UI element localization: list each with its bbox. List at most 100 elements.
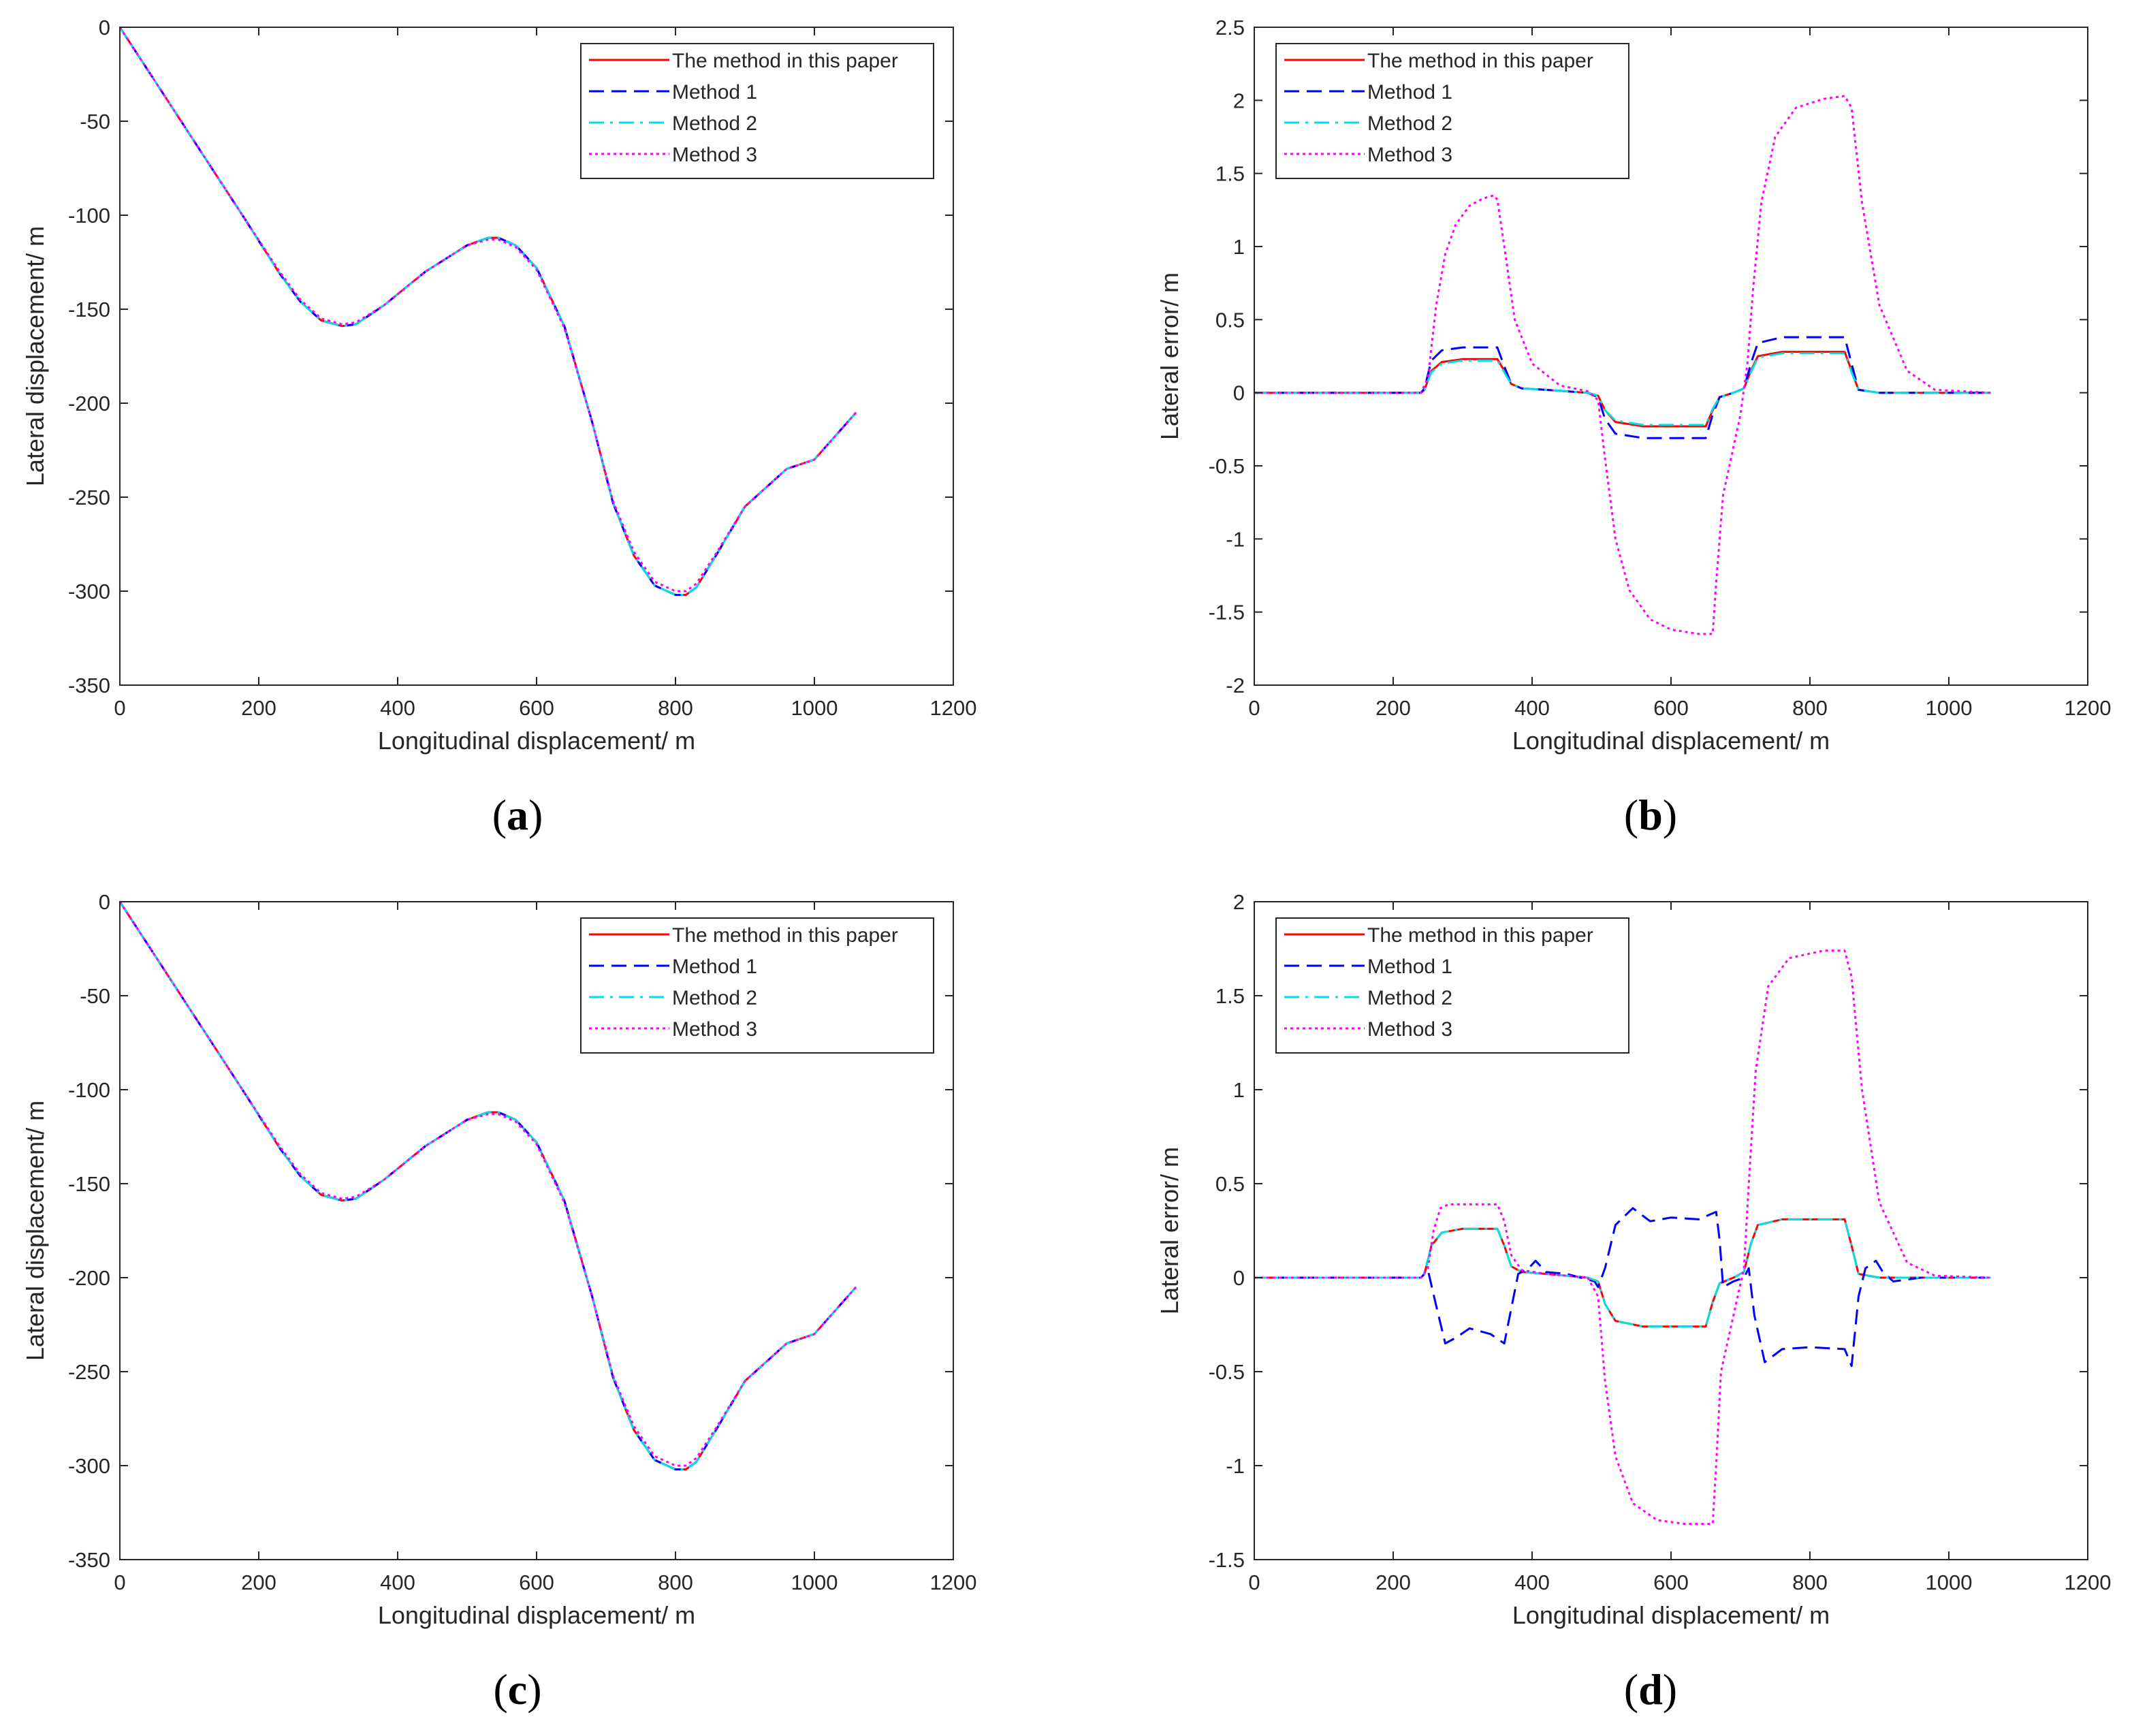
x-tick-label-a-0: 0: [114, 696, 125, 720]
x-tick-label-d-3: 600: [1653, 1571, 1689, 1594]
panel-label-d: (d): [1624, 1665, 1677, 1714]
y-tick-label-a-7: -350: [68, 674, 110, 697]
series-line-b-2: [1254, 352, 1991, 426]
y-tick-label-b-7: -1: [1226, 527, 1245, 551]
legend-label-a-0: The method in this paper: [672, 50, 898, 72]
y-tick-label-a-0: 0: [99, 16, 110, 40]
y-tick-label-d-0: 2: [1233, 890, 1245, 914]
legend-b: The method in this paper Method 1 Method 2…: [1275, 43, 1629, 179]
legend-c: The method in this paper Method 1 Method 2…: [580, 917, 934, 1054]
series-line-d-2: [1254, 1218, 1991, 1328]
y-tick-label-d-4: 0: [1233, 1266, 1245, 1290]
x-tick-label-b-6: 1200: [2065, 696, 2112, 720]
x-tick-label-b-1: 200: [1375, 696, 1411, 720]
chart-a: 0 200 400 600 800 1000 1200 0 -50 -100 -150 -200 -25…: [21, 16, 976, 755]
series-line-d-1: [1254, 1207, 1991, 1368]
y-tick-label-b-9: -2: [1226, 674, 1245, 697]
y-tick-label-b-0: 2.5: [1215, 16, 1245, 40]
legend-box-c: [580, 917, 934, 1054]
series-group-c: [120, 902, 857, 1470]
y-tick-label-c-0: 0: [99, 890, 110, 914]
series-group-d: [1254, 949, 1991, 1526]
legend-d: The method in this paper Method 1 Method 2…: [1275, 917, 1629, 1054]
x-tick-label-c-5: 1000: [791, 1571, 838, 1594]
y-tick-label-b-8: -1.5: [1209, 601, 1245, 625]
y-tick-label-b-4: 0.5: [1215, 308, 1245, 332]
series-group-b: [1254, 95, 1991, 635]
y-tick-label-c-1: -50: [80, 984, 110, 1008]
x-tick-label-b-0: 0: [1248, 696, 1260, 720]
legend-label-d-1: Method 1: [1367, 956, 1452, 978]
y-axis-label-c: Lateral displacement/ m: [21, 1101, 49, 1361]
series-line-b-0: [1254, 351, 1991, 428]
x-tick-label-c-1: 200: [241, 1571, 276, 1594]
y-tick-label-d-5: -0.5: [1209, 1360, 1245, 1384]
series-line-a-2: [120, 27, 857, 596]
x-tick-label-d-2: 400: [1514, 1571, 1550, 1594]
x-tick-label-d-4: 800: [1792, 1571, 1828, 1594]
x-tick-label-c-4: 800: [658, 1571, 693, 1594]
chart-c: 0 200 400 600 800 1000 1200 0 -50 -100 -150 -200 -25…: [21, 890, 976, 1629]
x-tick-label-c-6: 1200: [930, 1571, 977, 1594]
x-tick-label-b-4: 800: [1792, 696, 1828, 720]
legend-label-a-2: Method 2: [672, 112, 757, 135]
x-tick-label-d-1: 200: [1375, 1571, 1411, 1594]
legend-box-d: [1275, 917, 1629, 1054]
legend-label-c-2: Method 2: [672, 987, 757, 1009]
x-tick-label-a-3: 600: [519, 696, 554, 720]
x-tick-label-b-5: 1000: [1926, 696, 1973, 720]
x-axis-label-c: Longitudinal displacement/ m: [378, 1601, 695, 1629]
y-tick-label-c-2: -100: [68, 1078, 110, 1102]
x-tick-label-c-3: 600: [519, 1571, 554, 1594]
y-tick-label-d-1: 1.5: [1215, 984, 1245, 1008]
y-axis-label-a: Lateral displacement/ m: [21, 226, 49, 486]
y-tick-label-c-4: -200: [68, 1266, 110, 1290]
y-tick-label-d-2: 1: [1233, 1078, 1245, 1102]
panel-label-c: (c): [493, 1665, 541, 1714]
y-tick-label-c-5: -250: [68, 1360, 110, 1384]
x-axis-label-b: Longitudinal displacement/ m: [1512, 727, 1830, 755]
y-tick-label-b-6: -0.5: [1209, 454, 1245, 478]
y-tick-label-d-6: -1: [1226, 1454, 1245, 1478]
legend-label-d-0: The method in this paper: [1367, 924, 1593, 947]
y-tick-label-a-6: -300: [68, 580, 110, 603]
legend-box-a: [580, 43, 934, 179]
series-line-d-3: [1254, 949, 1991, 1526]
series-line-b-1: [1254, 336, 1991, 439]
x-tick-label-b-2: 400: [1514, 696, 1550, 720]
x-tick-label-b-3: 600: [1653, 696, 1689, 720]
legend-label-d-2: Method 2: [1367, 987, 1452, 1009]
y-tick-label-b-3: 1: [1233, 235, 1245, 259]
legend-label-b-1: Method 1: [1367, 81, 1452, 104]
panel-label-a: (a): [492, 791, 543, 839]
x-tick-label-a-1: 200: [241, 696, 276, 720]
x-axis-label-d: Longitudinal displacement/ m: [1512, 1601, 1830, 1629]
series-group-a: [120, 27, 857, 596]
y-tick-label-b-2: 1.5: [1215, 162, 1245, 186]
x-tick-label-c-0: 0: [114, 1571, 125, 1594]
x-tick-label-a-5: 1000: [791, 696, 838, 720]
series-line-c-2: [120, 902, 857, 1470]
y-tick-label-c-3: -150: [68, 1172, 110, 1196]
y-tick-label-a-1: -50: [80, 110, 110, 133]
legend-box-b: [1275, 43, 1629, 179]
series-line-a-3: [120, 27, 857, 593]
y-tick-label-c-6: -300: [68, 1454, 110, 1478]
legend-label-a-1: Method 1: [672, 81, 757, 104]
y-tick-label-a-4: -200: [68, 392, 110, 415]
legend-label-b-0: The method in this paper: [1367, 50, 1593, 72]
y-axis-label-b: Lateral error/ m: [1156, 272, 1183, 440]
legend-label-d-3: Method 3: [1367, 1018, 1452, 1041]
x-tick-label-a-2: 400: [380, 696, 415, 720]
legend-a: The method in this paper Method 1 Method 2…: [580, 43, 934, 179]
chart-d: 0 200 400 600 800 1000 1200 2 1.5 1 0.5 0 -0.5 -1 -1.5…: [1156, 890, 2111, 1629]
y-tick-label-a-3: -150: [68, 298, 110, 321]
x-tick-label-c-2: 400: [380, 1571, 415, 1594]
y-axis-label-d: Lateral error/ m: [1156, 1147, 1183, 1314]
panel-label-b: (b): [1624, 791, 1677, 839]
x-tick-label-a-6: 1200: [930, 696, 977, 720]
y-tick-label-d-3: 0.5: [1215, 1172, 1245, 1196]
y-tick-label-b-1: 2: [1233, 89, 1245, 112]
chart-b: 0 200 400 600 800 1000 1200 2.5 2 1.5 1 0.5 0 -0.5 -1 -…: [1156, 16, 2111, 755]
